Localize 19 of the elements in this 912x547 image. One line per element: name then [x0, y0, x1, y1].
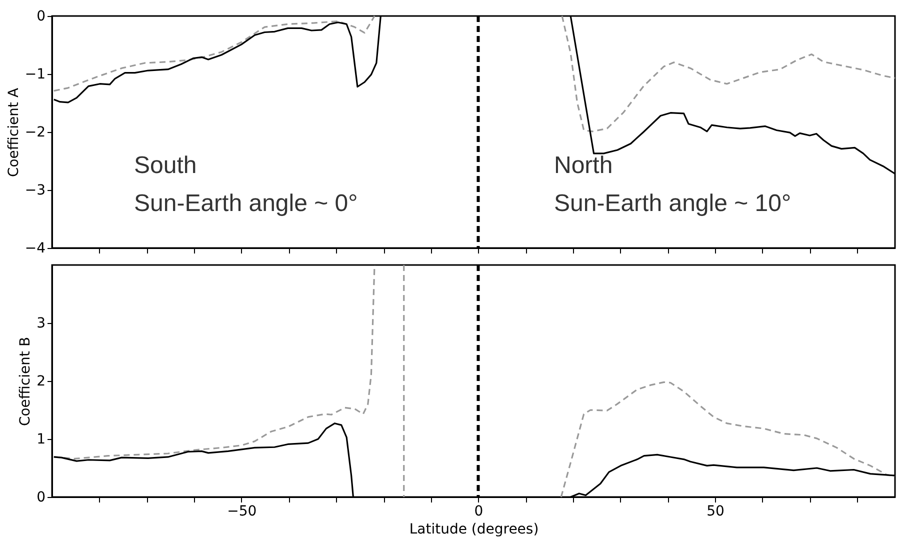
x-axis-title: Latitude (degrees)	[409, 522, 539, 538]
annotation: Sun-Earth angle ~ 10°	[554, 190, 792, 217]
annotation: Sun-Earth angle ~ 0°	[134, 190, 358, 217]
y-tick-label: 0	[36, 490, 46, 506]
y-tick-label: −2	[24, 124, 46, 140]
y-axis-title: Coefficient B	[18, 336, 34, 426]
x-tick-label: 0	[474, 504, 484, 520]
y-tick-label: 3	[36, 316, 46, 332]
x-tick-label: −50	[227, 504, 257, 520]
y-tick-label: −4	[24, 240, 46, 256]
x-tick-label: 50	[706, 504, 724, 520]
annotation: South	[134, 152, 197, 179]
y-tick-label: 2	[36, 374, 46, 390]
y-tick-label: −1	[24, 66, 46, 82]
y-tick-label: 0	[36, 8, 46, 24]
y-tick-label: 1	[36, 432, 46, 448]
y-tick-label: −3	[24, 182, 46, 198]
y-axis-title: Coefficient A	[6, 88, 22, 178]
annotation: North	[554, 152, 613, 179]
